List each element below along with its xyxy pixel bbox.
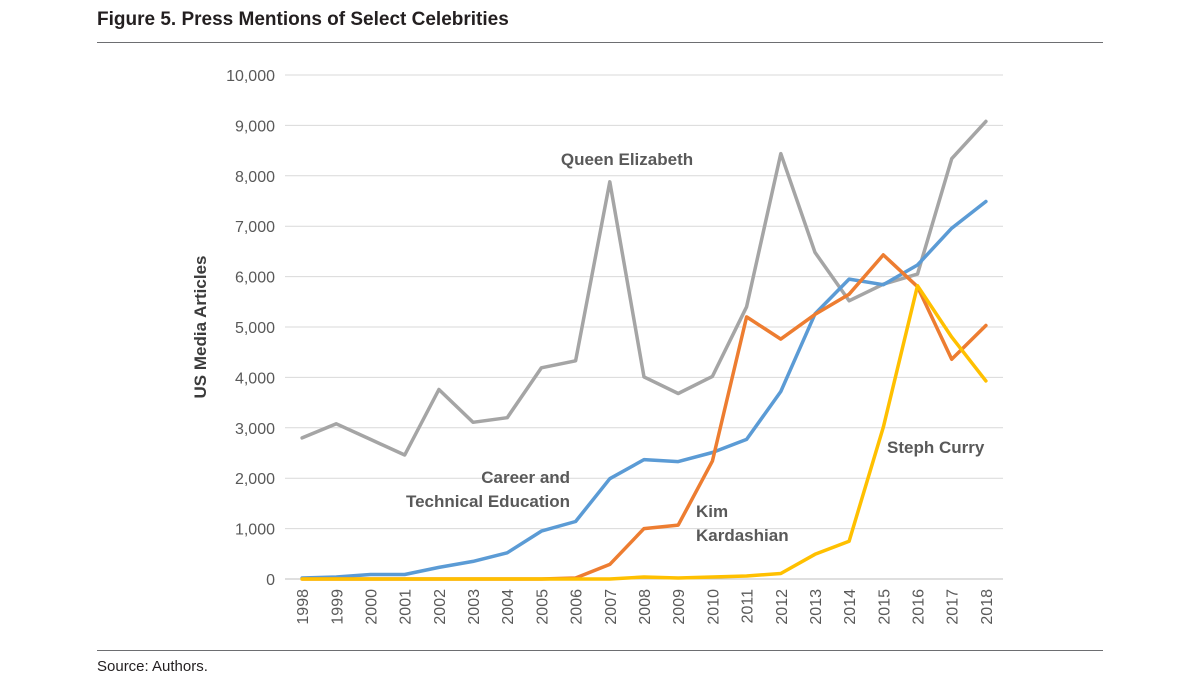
series-line-career-and-technical-education	[300, 199, 988, 580]
y-axis-ticks: 0 1,000 2,000 3,000 4,000 5,000 6,000 7,000 8,00…	[226, 68, 275, 589]
y-tick-label: 5,000	[235, 320, 275, 337]
y-tick-label: 3,000	[235, 421, 275, 438]
source-rule	[97, 650, 1103, 651]
x-tick-label: 2018	[979, 589, 996, 625]
x-tick-label: 2010	[705, 589, 722, 625]
x-tick-label: 2006	[569, 589, 586, 625]
y-tick-label: 9,000	[235, 118, 275, 135]
x-tick-label: 2014	[842, 589, 859, 625]
x-tick-label: 2008	[637, 589, 654, 625]
series-line-steph-curry	[300, 283, 988, 581]
x-tick-label: 2002	[432, 589, 449, 625]
y-tick-label: 8,000	[235, 169, 275, 186]
x-tick-label: 2013	[808, 589, 825, 625]
label-career-technical-education: Career and Technical Education	[406, 468, 575, 511]
y-axis-label: US Media Articles	[191, 256, 210, 399]
x-tick-label: 2005	[534, 589, 551, 625]
y-tick-label: 4,000	[235, 370, 275, 387]
y-tick-label: 10,000	[226, 68, 275, 85]
x-tick-label: 2000	[363, 589, 380, 625]
y-tick-label: 7,000	[235, 219, 275, 236]
label-kim-kardashian: Kim Kardashian	[696, 502, 789, 545]
x-tick-label: 2001	[398, 589, 415, 625]
x-tick-label: 2016	[911, 589, 928, 625]
series-line-kim-kardashian	[300, 253, 988, 581]
x-tick-label: 2011	[740, 589, 757, 624]
source-note: Source: Authors.	[97, 658, 208, 675]
x-tick-label: 1999	[329, 589, 346, 625]
x-tick-label: 2015	[876, 589, 893, 625]
title-rule	[97, 42, 1103, 43]
y-tick-label: 0	[266, 572, 275, 589]
series-line-queen-elizabeth	[300, 119, 988, 457]
figure-title: Figure 5. Press Mentions of Select Celeb…	[97, 9, 509, 30]
y-tick-label: 6,000	[235, 270, 275, 287]
x-tick-label: 1998	[295, 589, 312, 625]
label-queen-elizabeth: Queen Elizabeth	[561, 150, 693, 169]
x-tick-label: 2017	[945, 589, 962, 625]
label-cte-line-2: Technical Education	[406, 492, 570, 511]
series-lines	[300, 119, 988, 581]
x-tick-label: 2012	[774, 589, 791, 625]
label-steph-curry: Steph Curry	[887, 438, 985, 457]
x-tick-label: 2007	[603, 589, 620, 625]
label-cte-line-1: Career and	[481, 468, 570, 487]
y-tick-label: 1,000	[235, 522, 275, 539]
label-kim-line-2: Kardashian	[696, 526, 789, 545]
y-tick-label: 2,000	[235, 471, 275, 488]
x-tick-label: 2009	[671, 589, 688, 625]
x-tick-label: 2003	[466, 589, 483, 625]
label-kim-line-1: Kim	[696, 502, 728, 521]
x-axis-ticks: 1998 1999 2000 2001 2002 2003 2004 2005 2006 2007…	[295, 589, 996, 625]
x-tick-label: 2004	[500, 589, 517, 625]
